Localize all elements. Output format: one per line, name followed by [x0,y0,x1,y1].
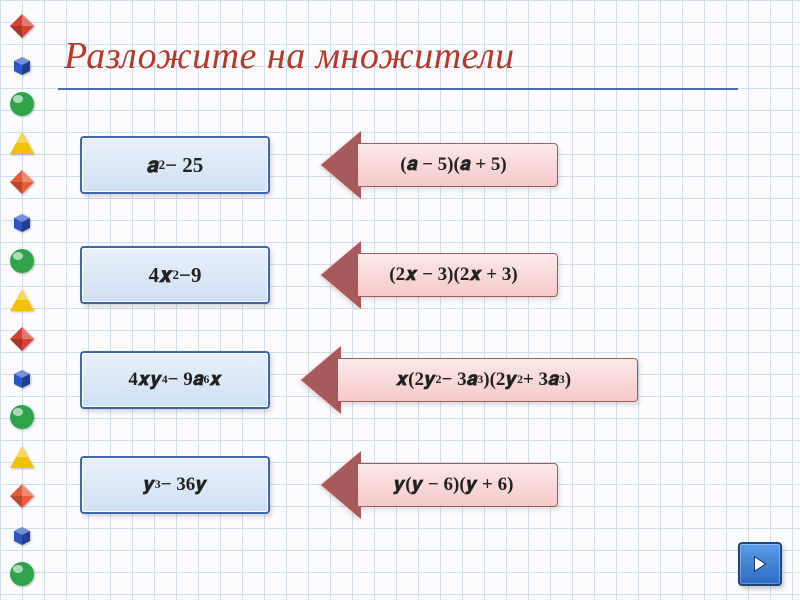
answer-arrow: 𝒚(𝒚 − 6)(𝒚 + 6) [320,456,558,514]
arrow-right-icon [749,553,771,575]
answer-box: (𝒂 − 5)(𝒂 + 5) [358,143,558,187]
expression-box: 4𝒙𝒚4 − 9𝒂6𝒙 [80,351,270,409]
problem-row: 𝒚3 − 36𝒚 𝒚(𝒚 − 6)(𝒚 + 6) [80,455,760,515]
arrow-left-icon [320,243,358,307]
cube-icon [6,519,38,551]
cube-icon [6,206,38,238]
problem-row: 𝒂2 − 25 (𝒂 − 5)(𝒂 + 5) [80,135,760,195]
page-title: Разложите на множители [64,34,515,78]
circle-icon [6,245,38,277]
answer-arrow: (𝒂 − 5)(𝒂 + 5) [320,136,558,194]
slide-background: Разложите на множители 𝒂2 − 25 (𝒂 − 5)(𝒂… [0,0,800,600]
circle-icon [6,88,38,120]
expression-box: 𝒂2 − 25 [80,136,270,194]
expression-box: 𝒚3 − 36𝒚 [80,456,270,514]
answer-box: (2𝒙 − 3)(2𝒙 + 3) [358,253,558,297]
cube-icon [6,362,38,394]
answer-arrow: (2𝒙 − 3)(2𝒙 + 3) [320,246,558,304]
triangle-icon [6,441,38,473]
triangle-icon [6,284,38,316]
arrow-left-icon [320,133,358,197]
expression-box: 4𝒙2 −9 [80,246,270,304]
answer-box: 𝒚(𝒚 − 6)(𝒚 + 6) [358,463,558,507]
problem-row: 4𝒙𝒚4 − 9𝒂6𝒙 𝒙(2𝒚2 − 3𝒂3)(2𝒚2 + 3𝒂3) [80,350,760,410]
circle-icon [6,558,38,590]
triangle-icon [6,127,38,159]
decorative-shape-strip [0,0,44,600]
title-underline [58,88,738,90]
problem-row: 4𝒙2 −9 (2𝒙 − 3)(2𝒙 + 3) [80,245,760,305]
next-slide-button[interactable] [738,542,782,586]
circle-icon [6,401,38,433]
answer-box: 𝒙(2𝒚2 − 3𝒂3)(2𝒚2 + 3𝒂3) [338,358,638,402]
answer-arrow: 𝒙(2𝒚2 − 3𝒂3)(2𝒚2 + 3𝒂3) [300,351,638,409]
diamond-icon [6,480,38,512]
diamond-icon [6,323,38,355]
arrow-left-icon [300,348,338,412]
cube-icon [6,49,38,81]
diamond-icon [6,166,38,198]
diamond-icon [6,10,38,42]
arrow-left-icon [320,453,358,517]
